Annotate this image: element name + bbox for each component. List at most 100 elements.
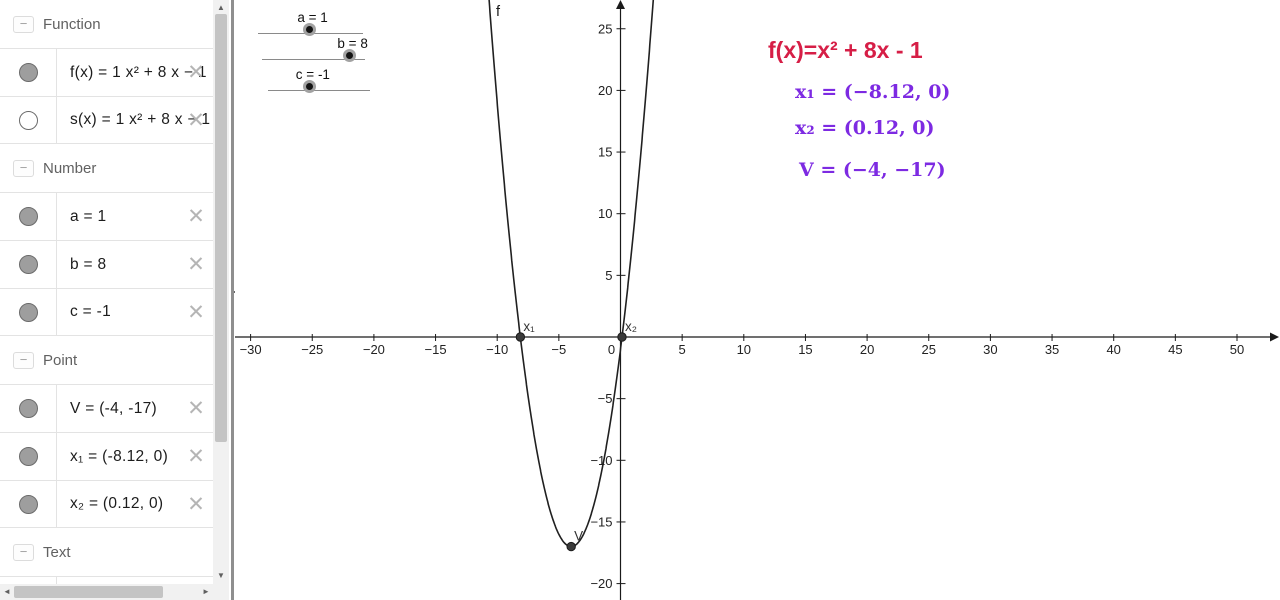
algebra-item-text: s(x) = 1 x² + 8 x − 1 bbox=[70, 111, 211, 128]
algebra-item-row[interactable]: b = 8 ✕ bbox=[0, 240, 213, 288]
visibility-cell bbox=[0, 481, 57, 527]
section-label: Point bbox=[43, 351, 78, 369]
visibility-toggle[interactable] bbox=[18, 494, 38, 514]
x-tick-label: 35 bbox=[1045, 342, 1059, 357]
x-tick-label: −20 bbox=[363, 342, 385, 357]
collapse-section-icon[interactable]: − bbox=[13, 351, 34, 369]
point-x₁[interactable] bbox=[515, 332, 526, 342]
visibility-cell bbox=[0, 49, 57, 96]
visibility-toggle[interactable] bbox=[18, 399, 38, 418]
vertical-scrollbar[interactable]: ▲ ▼ bbox=[213, 0, 229, 584]
y-tick-label: −10 bbox=[590, 453, 612, 468]
function-curve[interactable] bbox=[488, 0, 655, 548]
slider-label: b = 8 bbox=[337, 36, 368, 51]
visibility-toggle[interactable] bbox=[18, 207, 38, 226]
x-tick-label: 50 bbox=[1230, 342, 1244, 357]
visibility-cell bbox=[0, 193, 57, 240]
algebra-item-text: x₂ = (0.12, 0) bbox=[70, 495, 164, 512]
pane-divider[interactable] bbox=[231, 0, 243, 600]
slider-label: c = -1 bbox=[295, 67, 330, 82]
root2-text[interactable]: x₂ = (0.12, 0) bbox=[795, 117, 935, 139]
visibility-cell bbox=[0, 433, 57, 480]
delete-icon[interactable]: ✕ bbox=[187, 205, 205, 228]
section-label: Function bbox=[43, 15, 101, 33]
algebra-item-row[interactable]: x₁ = (-8.12, 0) ✕ bbox=[0, 432, 213, 480]
collapse-section-icon[interactable]: − bbox=[13, 159, 34, 177]
graphics-view[interactable]: −30 −25 −20 −15 −10 −5 0 5 10 15 20 25 30 35 40 45 50 25 2… bbox=[235, 0, 1280, 600]
scroll-down-icon[interactable]: ▼ bbox=[217, 571, 225, 580]
algebra-item-text: f(x) = 1 x² + 8 x − 1 bbox=[70, 63, 207, 81]
algebra-item-text: V = (-4, -17) bbox=[70, 399, 158, 417]
point-label: V bbox=[574, 529, 583, 544]
visibility-toggle[interactable] bbox=[18, 447, 38, 466]
point-label: x₁ bbox=[523, 319, 535, 334]
delete-icon[interactable]: ✕ bbox=[187, 109, 205, 132]
scroll-right-icon[interactable]: ► bbox=[202, 587, 210, 596]
slider-track[interactable] bbox=[268, 90, 370, 91]
delete-icon[interactable]: ✕ bbox=[187, 445, 205, 468]
visibility-toggle[interactable] bbox=[18, 110, 38, 130]
vertical-scrollbar-thumb[interactable] bbox=[215, 14, 227, 442]
section-header-function: − Function bbox=[0, 0, 213, 48]
visibility-cell bbox=[0, 97, 57, 143]
x-tick-label: 30 bbox=[983, 342, 997, 357]
slider-knob[interactable] bbox=[342, 49, 356, 62]
equation-text[interactable]: f(x)=x² + 8x - 1 bbox=[768, 37, 923, 63]
x-tick-label: 25 bbox=[922, 342, 936, 357]
x-tick-label: 15 bbox=[798, 342, 812, 357]
visibility-toggle[interactable] bbox=[18, 302, 38, 322]
y-tick-label: 10 bbox=[598, 206, 612, 221]
cell-divider bbox=[56, 577, 57, 584]
delete-icon[interactable]: ✕ bbox=[187, 301, 205, 324]
collapse-section-icon[interactable]: − bbox=[13, 15, 34, 33]
y-tick-label: −20 bbox=[590, 576, 612, 591]
scroll-left-icon[interactable]: ◄ bbox=[3, 587, 11, 596]
x-tick-label: −25 bbox=[301, 342, 323, 357]
algebra-view: − Function f(x) = 1 x² + 8 x − 1 ✕ s(x) = 1 … bbox=[0, 0, 213, 584]
visibility-cell bbox=[0, 289, 57, 335]
delete-icon[interactable]: ✕ bbox=[187, 253, 205, 276]
visibility-cell bbox=[0, 241, 57, 288]
y-tick-label: 20 bbox=[598, 83, 612, 98]
vertex-text[interactable]: V = (−4, −17) bbox=[799, 159, 946, 181]
slider-track[interactable] bbox=[262, 59, 365, 60]
horizontal-scrollbar-thumb[interactable] bbox=[14, 586, 163, 598]
x-tick-label: 5 bbox=[679, 342, 686, 357]
x-tick-label: 20 bbox=[860, 342, 874, 357]
algebra-item-row[interactable]: a = 1 ✕ bbox=[0, 192, 213, 240]
visibility-toggle[interactable] bbox=[18, 255, 38, 274]
algebra-item-text: a = 1 bbox=[70, 207, 107, 225]
section-header-text: − Text bbox=[0, 528, 213, 576]
algebra-item-row[interactable]: s(x) = 1 x² + 8 x − 1 ✕ bbox=[0, 96, 213, 144]
algebra-item-row[interactable]: f(x) = 1 x² + 8 x − 1 ✕ bbox=[0, 48, 213, 96]
x-tick-label: −15 bbox=[425, 342, 447, 357]
point-V[interactable] bbox=[566, 541, 576, 552]
point-x₂[interactable] bbox=[617, 332, 627, 342]
section-header-number: − Number bbox=[0, 144, 213, 192]
section-header-point: − Point bbox=[0, 336, 213, 384]
point-label: x₂ bbox=[625, 319, 637, 334]
x-tick-label: −30 bbox=[240, 342, 262, 357]
collapse-section-icon[interactable]: − bbox=[13, 543, 34, 561]
y-tick-label: 25 bbox=[598, 21, 612, 36]
slider-label: a = 1 bbox=[297, 10, 328, 25]
section-label: Number bbox=[43, 159, 97, 177]
plot-canvas[interactable]: −30 −25 −20 −15 −10 −5 0 5 10 15 20 25 30 35 40 45 50 25 2… bbox=[235, 0, 1280, 600]
visibility-toggle[interactable] bbox=[18, 63, 38, 82]
delete-icon[interactable]: ✕ bbox=[187, 397, 205, 420]
horizontal-scrollbar[interactable]: ◄ ► bbox=[0, 584, 229, 600]
delete-icon[interactable]: ✕ bbox=[187, 493, 205, 516]
slider-knob[interactable] bbox=[302, 23, 316, 36]
algebra-item-text: x₁ = (-8.12, 0) bbox=[70, 447, 169, 465]
algebra-item-text: b = 8 bbox=[70, 255, 107, 273]
algebra-item-row[interactable]: x₂ = (0.12, 0) ✕ bbox=[0, 480, 213, 528]
algebra-item-row[interactable]: c = -1 ✕ bbox=[0, 288, 213, 336]
root1-text[interactable]: x₁ = (−8.12, 0) bbox=[795, 81, 951, 103]
section-label: Text bbox=[43, 543, 71, 561]
x-tick-label: −5 bbox=[551, 342, 566, 357]
delete-icon[interactable]: ✕ bbox=[187, 61, 205, 84]
algebra-item-row[interactable]: V = (-4, -17) ✕ bbox=[0, 384, 213, 432]
slider-knob[interactable] bbox=[302, 80, 316, 93]
scroll-up-icon[interactable]: ▲ bbox=[217, 3, 225, 12]
